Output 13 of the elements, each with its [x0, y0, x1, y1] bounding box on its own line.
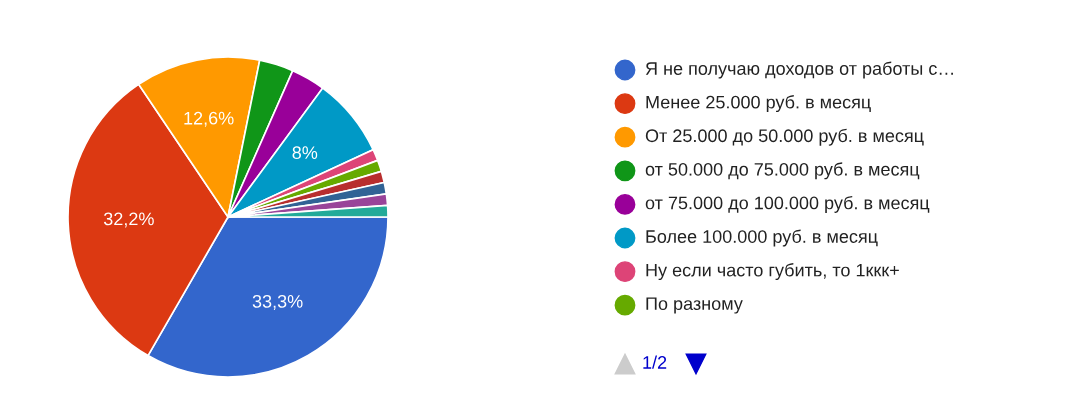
- legend-label: от 50.000 до 75.000 руб. в месяц: [645, 162, 920, 180]
- legend-label: По разному: [646, 297, 743, 314]
- legend-label: Ну если часто губить, то 1ккк+: [646, 263, 899, 281]
- legend-label: От 25.000 до 50.000 руб. в месяц: [645, 128, 924, 146]
- data-label: 32,2%: [103, 212, 154, 228]
- data-label: 33,3%: [252, 294, 303, 310]
- text: 1/2: [643, 355, 667, 369]
- legend-label: Более 100.000 руб. в месяц: [646, 229, 878, 247]
- legend-label: Я не получаю доходов от работы с…: [645, 61, 953, 79]
- data-label: 12,6%: [184, 111, 234, 127]
- legend-label: Менее 25.000 руб. в месяц: [646, 95, 871, 113]
- data-label: 8%: [292, 146, 318, 160]
- legend-label: от 75.000 до 100.000 руб. в месяц: [645, 195, 930, 213]
